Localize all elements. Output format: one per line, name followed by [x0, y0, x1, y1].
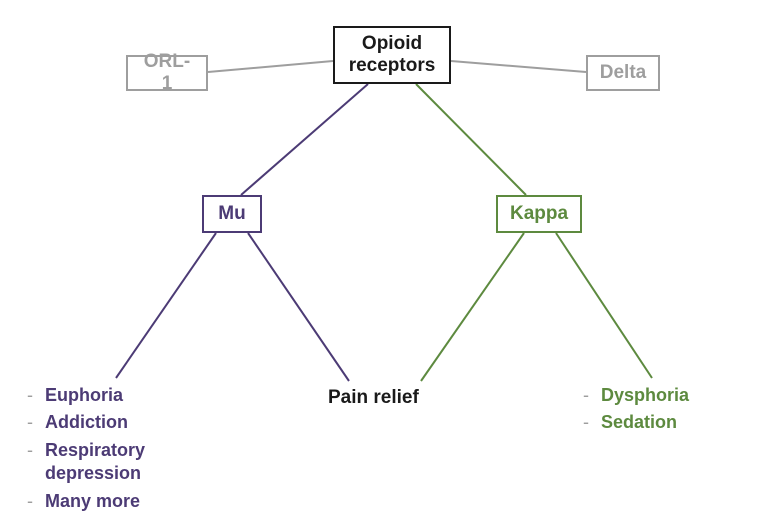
edge-line: [248, 233, 349, 381]
edge-line: [116, 233, 216, 378]
node-kappa: Kappa: [496, 195, 582, 233]
edge-line: [451, 61, 586, 72]
node-mu-label: Mu: [218, 203, 245, 225]
label-pain-relief: Pain relief: [328, 387, 419, 409]
list-item-text: Euphoria: [45, 384, 123, 407]
node-root-label: Opioidreceptors: [349, 33, 436, 77]
node-orl1: ORL-1: [126, 55, 208, 91]
list-item-text: Addiction: [45, 411, 128, 434]
node-root: Opioidreceptors: [333, 26, 451, 84]
list-item: -Many more: [27, 490, 145, 513]
list-item: -Dysphoria: [583, 384, 689, 407]
edge-line: [416, 84, 526, 195]
bullet-dash: -: [583, 411, 589, 434]
edge-line: [556, 233, 652, 378]
node-orl1-label: ORL-1: [142, 51, 192, 95]
list-item: -Euphoria: [27, 384, 145, 407]
node-delta: Delta: [586, 55, 660, 91]
node-delta-label: Delta: [600, 62, 646, 84]
list-item-text: Dysphoria: [601, 384, 689, 407]
bullet-dash: -: [27, 490, 33, 513]
edge-line: [421, 233, 524, 381]
list-item: -Respiratorydepression: [27, 439, 145, 486]
list-item: -Addiction: [27, 411, 145, 434]
edge-line: [208, 61, 333, 72]
list-mu-effects: -Euphoria-Addiction-Respiratorydepressio…: [27, 384, 145, 517]
bullet-dash: -: [583, 384, 589, 407]
list-kappa-effects: -Dysphoria-Sedation: [583, 384, 689, 439]
node-mu: Mu: [202, 195, 262, 233]
list-item-text: Many more: [45, 490, 140, 513]
edge-line: [241, 84, 368, 195]
list-item-text: Respiratorydepression: [45, 439, 145, 486]
node-kappa-label: Kappa: [510, 203, 568, 225]
bullet-dash: -: [27, 411, 33, 434]
list-item: -Sedation: [583, 411, 689, 434]
bullet-dash: -: [27, 439, 33, 462]
list-item-text: Sedation: [601, 411, 677, 434]
bullet-dash: -: [27, 384, 33, 407]
